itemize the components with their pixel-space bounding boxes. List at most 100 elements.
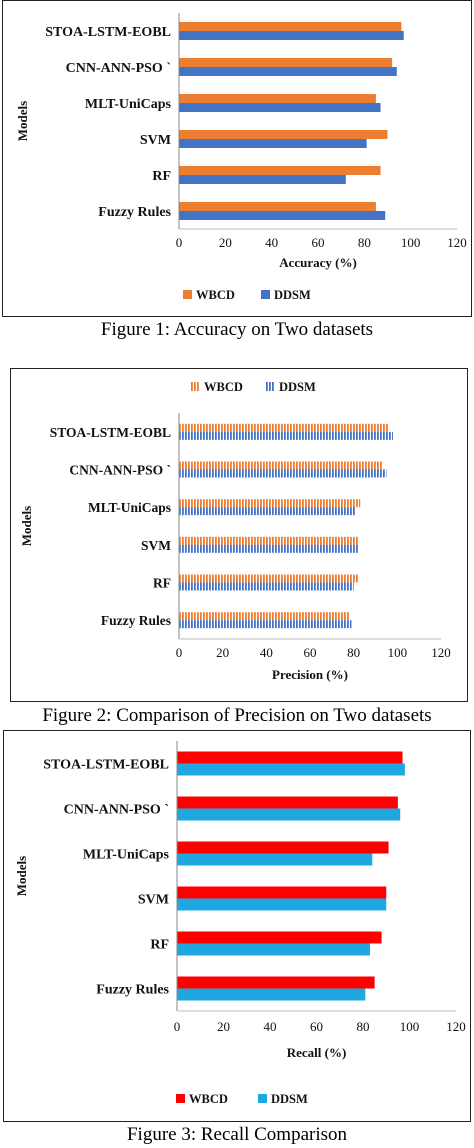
- precision-bar-chart: 0 20 40 60 80 100 120 Precision (%) Models STOA-L…: [19, 380, 451, 682]
- bar-ddsm-rf: [177, 943, 370, 956]
- bar-wbcd-mlt-unicaps: [177, 841, 389, 854]
- x-axis-title: Precision (%): [272, 667, 348, 682]
- legend-swatch-wbcd: [176, 1094, 185, 1103]
- x-tick-label: 80: [347, 645, 360, 660]
- bar-wbcd-stoa-lstm-eobl: [179, 22, 402, 31]
- category-label-svm: SVM: [138, 893, 169, 908]
- accuracy-bar-chart: 0 20 40 60 80 100 120 Accuracy (%) Models STOA-LS…: [15, 13, 467, 302]
- y-axis-title: Models: [15, 101, 30, 141]
- bar-ddsm-rf: [179, 582, 354, 591]
- x-tick-label: 80: [357, 1019, 370, 1034]
- category-label-fuzzy-rules: Fuzzy Rules: [96, 983, 169, 998]
- x-tick-label: 40: [265, 235, 278, 250]
- x-tick-label: 20: [216, 645, 229, 660]
- category-label-rf: RF: [150, 938, 169, 953]
- category-label-svm: SVM: [141, 538, 171, 553]
- bar-ddsm-stoa-lstm-eobl: [179, 431, 393, 440]
- category-label-mlt-unicaps: MLT-UniCaps: [85, 97, 172, 112]
- x-tick-label: 0: [174, 1019, 181, 1034]
- bar-ddsm-mlt-unicaps: [179, 103, 381, 112]
- x-tick-label: 100: [400, 1019, 420, 1034]
- category-label-cnn-ann-pso: CNN-ANN-PSO `: [69, 463, 171, 478]
- bar-ddsm-fuzzy-rules: [179, 211, 386, 220]
- legend-label-ddsm: DDSM: [274, 288, 311, 302]
- figure-1-caption: Figure 1: Accuracy on Two datasets: [100, 319, 374, 340]
- category-label-svm: SVM: [140, 133, 171, 148]
- y-axis-title: Models: [19, 506, 34, 546]
- bar-wbcd-mlt-unicaps: [179, 499, 361, 508]
- chart-panel-precision: 0 20 40 60 80 100 120 Precision (%) Models STOA-L…: [10, 368, 468, 702]
- bar-wbcd-stoa-lstm-eobl: [177, 751, 403, 764]
- bar-ddsm-mlt-unicaps: [177, 853, 373, 866]
- category-label-stoa-lstm-eobl: STOA-LSTM-EOBL: [45, 25, 171, 40]
- category-label-rf: RF: [152, 169, 171, 184]
- legend-swatch-ddsm: [261, 290, 270, 299]
- figure-3-caption: Figure 3: Recall Comparison: [126, 1124, 348, 1145]
- category-label-mlt-unicaps: MLT-UniCaps: [88, 500, 171, 515]
- legend-label-ddsm: DDSM: [271, 1092, 308, 1106]
- x-tick-label: 0: [176, 645, 183, 660]
- x-axis-title: Accuracy (%): [279, 255, 357, 270]
- bar-wbcd-fuzzy-rules: [179, 612, 350, 621]
- bar-ddsm-fuzzy-rules: [179, 620, 352, 629]
- legend-label-wbcd: WBCD: [204, 380, 243, 394]
- chart-panel-recall: 0 20 40 60 80 100 120 Recall (%) Models STOA-LSTM…: [3, 730, 471, 1122]
- bar-wbcd-mlt-unicaps: [179, 94, 376, 103]
- category-label-fuzzy-rules: Fuzzy Rules: [101, 613, 171, 628]
- category-label-mlt-unicaps: MLT-UniCaps: [83, 848, 170, 863]
- bar-ddsm-stoa-lstm-eobl: [179, 31, 404, 40]
- bar-ddsm-cnn-ann-pso: [177, 808, 401, 821]
- bar-ddsm-rf: [179, 175, 346, 184]
- bar-ddsm-cnn-ann-pso: [179, 67, 397, 76]
- bar-wbcd-cnn-ann-pso: [179, 461, 383, 470]
- legend-label-wbcd: WBCD: [196, 288, 235, 302]
- bar-ddsm-mlt-unicaps: [179, 507, 356, 516]
- category-label-cnn-ann-pso: CNN-ANN-PSO `: [66, 61, 171, 76]
- x-tick-label: 100: [401, 235, 421, 250]
- bar-wbcd-cnn-ann-pso: [179, 58, 393, 67]
- x-tick-label: 120: [447, 235, 467, 250]
- bar-wbcd-cnn-ann-pso: [177, 796, 398, 809]
- legend-swatch-wbcd: [183, 290, 192, 299]
- legend-swatch-wbcd: [191, 382, 200, 391]
- category-label-stoa-lstm-eobl: STOA-LSTM-EOBL: [50, 425, 171, 440]
- x-tick-label: 120: [431, 645, 451, 660]
- x-tick-label: 20: [217, 1019, 230, 1034]
- legend-label-ddsm: DDSM: [279, 380, 316, 394]
- category-label-stoa-lstm-eobl: STOA-LSTM-EOBL: [43, 758, 169, 773]
- bar-ddsm-fuzzy-rules: [177, 988, 366, 1001]
- bar-wbcd-rf: [179, 574, 359, 583]
- bar-ddsm-svm: [177, 898, 387, 911]
- bar-wbcd-stoa-lstm-eobl: [179, 423, 389, 432]
- y-axis-title: Models: [14, 856, 29, 896]
- legend-swatch-ddsm: [266, 382, 275, 391]
- bar-wbcd-svm: [177, 886, 387, 899]
- recall-bar-chart: 0 20 40 60 80 100 120 Recall (%) Models STOA-LSTM…: [14, 741, 466, 1106]
- x-tick-label: 40: [260, 645, 273, 660]
- x-tick-label: 60: [310, 1019, 323, 1034]
- legend-label-wbcd: WBCD: [189, 1092, 228, 1106]
- legend-swatch-ddsm: [258, 1094, 267, 1103]
- x-tick-label: 20: [219, 235, 232, 250]
- bar-wbcd-rf: [177, 931, 382, 944]
- category-label-rf: RF: [153, 576, 171, 591]
- bar-wbcd-fuzzy-rules: [177, 976, 375, 989]
- bar-ddsm-cnn-ann-pso: [179, 469, 387, 478]
- x-tick-label: 0: [176, 235, 183, 250]
- chart-panel-accuracy: 0 20 40 60 80 100 120 Accuracy (%) Models STOA-LS…: [2, 0, 472, 317]
- x-tick-label: 120: [446, 1019, 466, 1034]
- x-axis-title: Recall (%): [287, 1045, 347, 1060]
- figure-2-caption: Figure 2: Comparison of Precision on Two…: [42, 705, 432, 726]
- bar-ddsm-svm: [179, 544, 359, 553]
- x-tick-label: 60: [312, 235, 325, 250]
- bar-wbcd-svm: [179, 130, 388, 139]
- x-tick-label: 100: [388, 645, 408, 660]
- bar-wbcd-fuzzy-rules: [179, 202, 376, 211]
- x-tick-label: 60: [304, 645, 317, 660]
- bar-wbcd-rf: [179, 166, 381, 175]
- bar-wbcd-svm: [179, 536, 359, 545]
- category-label-fuzzy-rules: Fuzzy Rules: [98, 205, 171, 220]
- x-tick-label: 40: [264, 1019, 277, 1034]
- bar-ddsm-svm: [179, 139, 367, 148]
- bar-ddsm-stoa-lstm-eobl: [177, 763, 405, 776]
